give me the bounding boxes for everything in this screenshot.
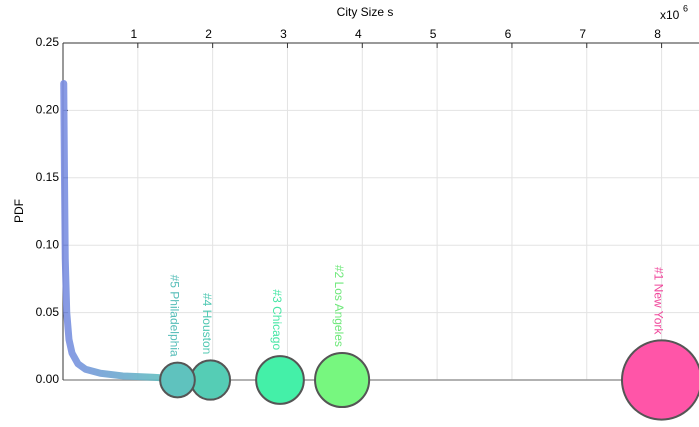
- y-axis-label: PDF: [12, 199, 26, 223]
- x-tick-label: 7: [579, 27, 586, 41]
- x-tick-label: 4: [355, 27, 362, 41]
- x-tick-label: 2: [205, 27, 212, 41]
- city-bubble: [314, 351, 371, 409]
- y-tick-label: 0.25: [36, 35, 60, 49]
- x-tick-label: 8: [654, 27, 661, 41]
- city-label: #2 Los Angeles: [332, 265, 346, 347]
- city-label: #5 Philadelphia: [167, 275, 181, 357]
- city-label: #1 New York: [651, 267, 665, 335]
- city-bubble: [189, 359, 232, 401]
- y-tick-label: 0.00: [36, 372, 60, 386]
- y-tick-label: 0.10: [36, 237, 60, 251]
- x-tick-label: 1: [130, 27, 137, 41]
- x-tick-label: 6: [505, 27, 512, 41]
- x-axis-label: City Size s: [337, 5, 394, 19]
- city-label: #3 Chicago: [270, 289, 284, 350]
- x-scale-exponent: 6: [683, 3, 688, 13]
- pdf-curve: [60, 79, 179, 383]
- city-bubble: [159, 361, 196, 399]
- city-bubble: [621, 339, 699, 421]
- city-bubble: [255, 355, 305, 405]
- x-tick-label: 5: [430, 27, 437, 41]
- city-label: #4 Houston: [200, 293, 214, 354]
- x-scale-base: x10: [660, 8, 680, 22]
- y-tick-label: 0.15: [36, 170, 60, 184]
- y-tick-label: 0.05: [36, 305, 60, 319]
- x-tick-label: 3: [280, 27, 287, 41]
- y-tick-label: 0.20: [36, 103, 60, 117]
